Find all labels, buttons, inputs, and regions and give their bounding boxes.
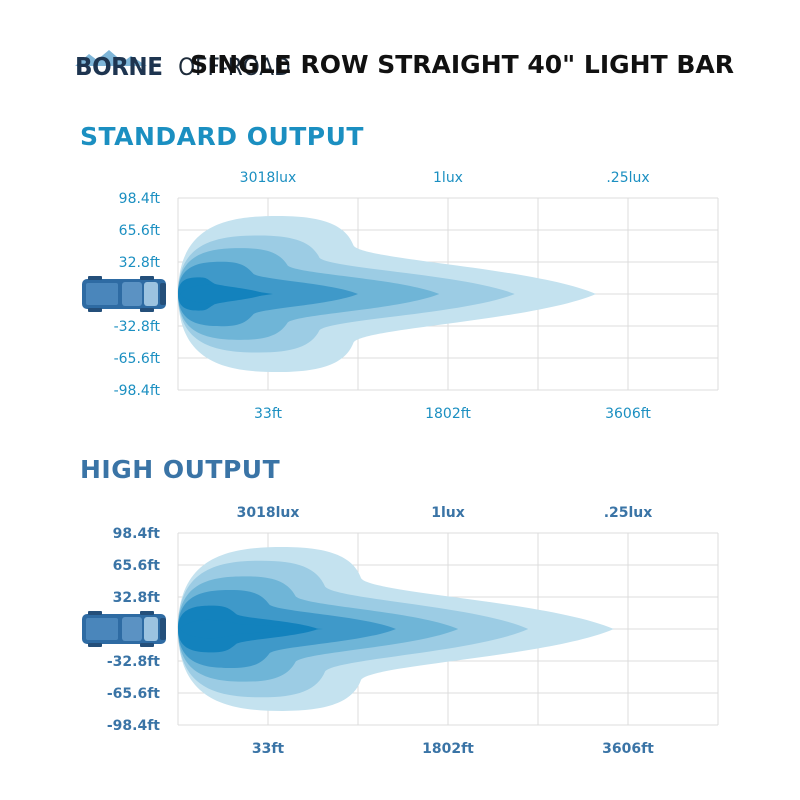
y-tick-label: 98.4ft xyxy=(119,191,161,207)
standard-output-chart: 3018lux 1lux .25lux 98.4ft 65.6ft 32.8ft -32.8… xyxy=(82,170,719,422)
y-tick-label: 32.8ft xyxy=(119,255,161,271)
lux-label: 1lux xyxy=(433,170,463,186)
lux-label: 3018lux xyxy=(237,505,300,521)
pickup-truck-icon xyxy=(82,276,166,312)
y-tick-label: -98.4ft xyxy=(107,718,160,734)
y-tick-label: 65.6ft xyxy=(119,223,161,239)
y-tick-label: -98.4ft xyxy=(114,383,161,399)
x-tick-label: 33ft xyxy=(252,741,285,757)
y-tick-label: 65.6ft xyxy=(113,558,161,574)
beam-core xyxy=(180,284,273,304)
y-tick-label: -65.6ft xyxy=(114,351,161,367)
x-tick-label: 33ft xyxy=(254,406,282,422)
lux-label: 3018lux xyxy=(240,170,297,186)
brand-name: BORNE xyxy=(75,52,163,81)
x-tick-label: 1802ft xyxy=(425,406,471,422)
x-tick-label: 1802ft xyxy=(422,741,474,757)
x-tick-label: 3606ft xyxy=(602,741,654,757)
y-tick-label: -32.8ft xyxy=(114,319,161,335)
lux-label: 1lux xyxy=(431,505,465,521)
y-tick-label: 98.4ft xyxy=(113,526,161,542)
pickup-truck-icon xyxy=(82,611,166,647)
brand-logo: BORNE OFF-ROAD xyxy=(75,50,291,82)
mountain-logo-icon xyxy=(75,50,147,66)
lux-label: .25lux xyxy=(604,505,653,521)
y-tick-label: 32.8ft xyxy=(113,590,161,606)
y-tick-label: -65.6ft xyxy=(107,686,160,702)
y-tick-label: -32.8ft xyxy=(107,654,160,670)
lux-label: .25lux xyxy=(606,170,649,186)
page-title: SINGLE ROW STRAIGHT 40" LIGHT BAR xyxy=(189,50,734,79)
brand-suffix: OFF-ROAD xyxy=(178,53,291,81)
high-output-title: HIGH OUTPUT xyxy=(80,455,281,484)
high-output-chart: 3018lux 1lux .25lux 98.4ft 65.6ft 32.8ft -32.8… xyxy=(82,505,719,757)
standard-output-title: STANDARD OUTPUT xyxy=(80,122,364,151)
x-tick-label: 3606ft xyxy=(605,406,651,422)
beam-core xyxy=(180,619,323,639)
